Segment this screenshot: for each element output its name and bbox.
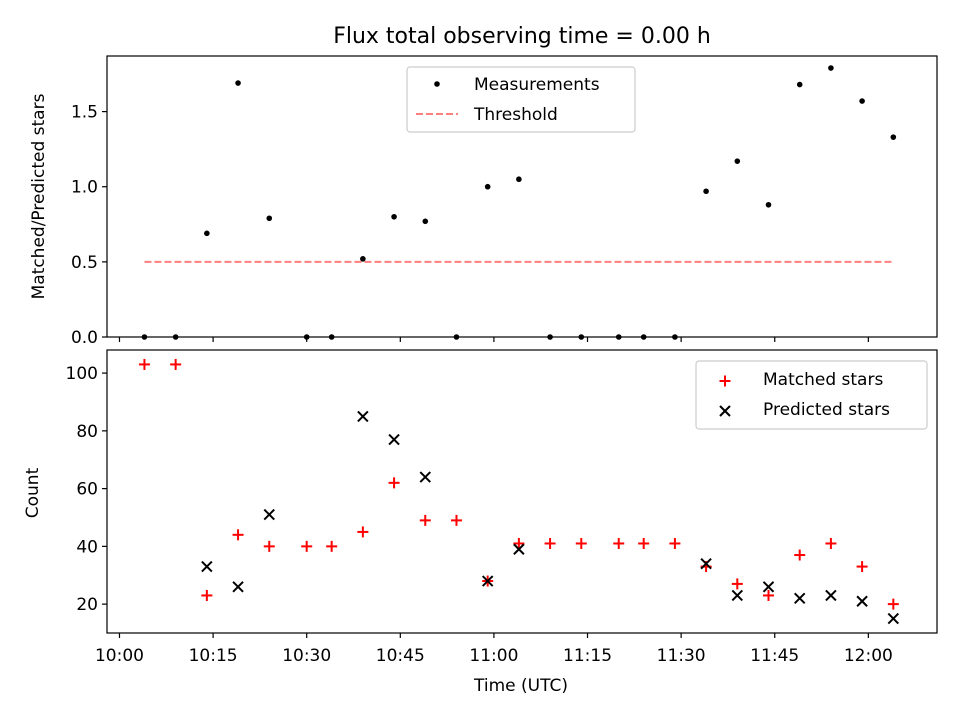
measurement-point — [204, 230, 210, 237]
matched-star-point — [170, 358, 182, 370]
top-x-ticks — [118, 337, 869, 342]
measurement-point — [734, 158, 741, 164]
predicted-star-point — [419, 471, 431, 483]
measurement-point — [516, 176, 522, 183]
top-panel: 0.0 0.5 1.0 1.5 Matched/Predicted stars Mea… — [29, 55, 938, 348]
matched-star-point — [544, 537, 556, 549]
measurement-point — [422, 218, 429, 225]
legend-predicted-label: Predicted stars — [763, 400, 890, 420]
bottom-x-tick-label: 10:15 — [189, 646, 238, 666]
bottom-x-tick-label: 10:45 — [376, 646, 425, 666]
measurement-point — [391, 213, 397, 220]
predicted-star-point — [232, 581, 244, 593]
predicted-star-point — [388, 433, 400, 446]
measurement-point — [703, 188, 709, 195]
bottom-plot-marks — [138, 358, 900, 625]
predicted-star-point — [856, 595, 868, 607]
legend-matched-label: Matched stars — [763, 370, 883, 390]
top-y-axis-label: Matched/Predicted stars — [29, 93, 49, 299]
legend-measurements-label: Measurements — [474, 75, 600, 95]
bottom-panel: 20 40 60 80 100 10:00 10:15 10:30 10:45 11:00 11:… — [23, 349, 938, 696]
top-legend-box — [406, 66, 636, 133]
measurement-point — [828, 65, 834, 71]
predicted-star-point — [481, 575, 494, 587]
bottom-x-tick-label: 12:00 — [844, 646, 893, 666]
predicted-star-point — [731, 589, 744, 602]
bottom-x-tick-label: 11:00 — [469, 646, 518, 666]
bottom-y-tick-label: 20 — [76, 595, 98, 615]
bottom-y-tick-label: 60 — [76, 480, 98, 500]
bottom-y-tick-label: 40 — [76, 537, 98, 557]
matched-star-point — [138, 358, 150, 370]
measurement-point — [235, 80, 241, 86]
predicted-star-point — [700, 557, 712, 570]
matched-star-point — [825, 537, 837, 549]
measurement-point — [360, 256, 366, 262]
matched-star-point — [301, 540, 313, 552]
top-legend: Measurements Threshold — [406, 66, 636, 133]
bottom-axes-frame — [106, 349, 938, 634]
predicted-star-point — [201, 560, 213, 573]
predicted-star-point — [513, 543, 525, 555]
legend-threshold-label: Threshold — [473, 105, 558, 125]
matched-star-point — [419, 514, 431, 526]
matched-star-point — [450, 514, 462, 526]
top-axes-frame — [106, 55, 938, 338]
matched-star-point — [513, 537, 525, 549]
bottom-x-tick-label: 11:15 — [563, 646, 612, 666]
top-y-tick-label: 0.5 — [71, 253, 98, 273]
measurement-point — [859, 98, 865, 104]
measurement-point — [890, 134, 897, 140]
legend-measurements-marker — [434, 81, 440, 87]
matched-star-point — [357, 526, 369, 538]
predicted-star-point — [263, 508, 275, 521]
legend-predicted-marker — [719, 405, 731, 417]
predicted-star-point — [887, 612, 900, 625]
bottom-x-ticks: 10:00 10:15 10:30 10:45 11:00 11:15 11:30 11:45… — [95, 633, 893, 666]
bottom-x-tick-label: 11:45 — [750, 646, 799, 666]
bottom-y-tick-label: 80 — [76, 422, 98, 442]
top-y-tick-label: 1.5 — [71, 103, 98, 123]
matched-star-point — [794, 549, 806, 561]
matched-star-point — [326, 540, 338, 552]
top-y-tick-label: 1.0 — [71, 178, 98, 198]
bottom-legend-box — [695, 360, 928, 430]
predicted-star-point — [825, 589, 837, 602]
matched-star-point — [201, 589, 213, 601]
bottom-y-axis-label: Count — [23, 467, 43, 518]
measurement-point — [266, 215, 273, 222]
predicted-star-point — [793, 592, 806, 605]
bottom-x-tick-label: 11:30 — [657, 646, 706, 666]
matched-star-point — [856, 561, 868, 573]
bottom-y-ticks: 20 40 60 80 100 — [66, 364, 107, 615]
measurement-point — [484, 183, 491, 190]
legend-matched-marker — [719, 375, 731, 387]
measurement-point — [765, 201, 772, 208]
matched-star-point — [388, 477, 400, 489]
top-y-ticks: 0.0 0.5 1.0 1.5 — [71, 103, 107, 348]
predicted-star-point — [357, 410, 369, 423]
matched-star-point — [887, 598, 899, 610]
matched-star-point — [763, 589, 775, 601]
matched-star-point — [263, 540, 275, 552]
matched-star-point — [731, 578, 743, 590]
matched-star-point — [232, 529, 244, 541]
x-axis-label: Time (UTC) — [473, 676, 568, 696]
measurement-point — [796, 81, 803, 88]
predicted-star-point — [762, 581, 775, 593]
chart-title: Flux total observing time = 0.00 h — [333, 24, 711, 49]
top-y-tick-label: 0.0 — [71, 328, 98, 348]
matched-star-point — [669, 537, 681, 549]
matched-star-point — [613, 537, 625, 549]
matched-star-point — [575, 537, 587, 549]
bottom-y-tick-label: 100 — [66, 364, 98, 384]
matched-star-point — [638, 537, 650, 549]
bottom-x-tick-label: 10:30 — [282, 646, 331, 666]
bottom-legend: Matched stars Predicted stars — [695, 360, 928, 430]
bottom-x-tick-label: 10:00 — [95, 646, 144, 666]
